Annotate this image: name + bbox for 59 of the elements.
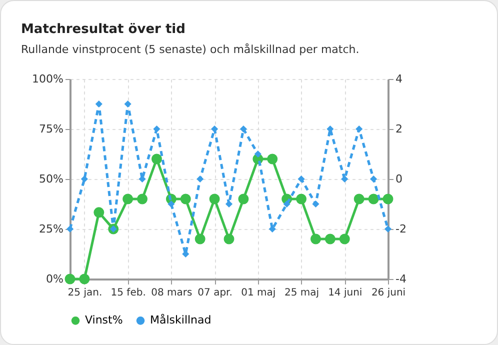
point: [267, 154, 278, 164]
y-tick-label: 100%: [32, 72, 64, 86]
y-tick-label: 50%: [39, 172, 64, 186]
point: [124, 100, 132, 108]
chart-title: Matchresultat över tid: [21, 22, 186, 37]
point: [310, 234, 321, 244]
point: [153, 125, 160, 133]
point: [137, 194, 148, 204]
point: [225, 200, 233, 208]
x-tick-label: 25 jan.: [68, 288, 102, 298]
y2-tick-label: 2: [396, 122, 402, 136]
point: [341, 175, 348, 183]
point: [298, 175, 305, 183]
y-tick-label: 0%: [46, 272, 64, 286]
y2-tick-label: 0: [396, 172, 402, 186]
point: [254, 150, 262, 158]
point: [79, 274, 90, 284]
point: [312, 200, 320, 208]
point: [384, 225, 392, 233]
point: [80, 175, 88, 183]
point: [180, 194, 191, 204]
x-tick-label: 08 mars: [151, 288, 192, 298]
x-tick-label: 01 maj: [241, 288, 276, 298]
point: [354, 194, 364, 204]
x-tick-label: 15 feb.: [110, 288, 146, 298]
point: [240, 125, 247, 133]
point: [368, 194, 379, 204]
legend-label: Målskillnad: [150, 314, 212, 327]
point: [324, 234, 336, 244]
point: [370, 175, 378, 183]
point: [283, 200, 290, 208]
point: [224, 234, 234, 244]
point: [66, 225, 74, 233]
point: [94, 207, 104, 218]
point: [95, 100, 102, 108]
point: [196, 175, 204, 183]
y2-tick-label: -4: [396, 272, 406, 286]
point: [151, 154, 162, 164]
x-tick-label: 07 apr.: [198, 288, 232, 298]
point: [209, 194, 220, 204]
point: [64, 274, 76, 284]
point: [211, 125, 218, 133]
point: [122, 194, 134, 204]
x-tick-label: 26 juni: [371, 288, 406, 298]
y2-tick-label: 4: [396, 72, 402, 86]
point: [238, 194, 249, 204]
x-tick-label: 14 juni: [328, 288, 362, 298]
chart-subtitle: Rullande vinstprocent (5 senaste) och målskillnad per match.: [21, 43, 360, 56]
y-tick-label: 25%: [39, 222, 64, 236]
y2-tick-label: -2: [396, 222, 406, 236]
y-tick-label: 75%: [39, 122, 64, 136]
point: [339, 234, 350, 244]
x-tick-label: 25 maj: [284, 288, 320, 298]
point: [194, 234, 206, 244]
point: [382, 194, 394, 204]
legend-label: Vinst%: [85, 314, 123, 327]
point: [296, 194, 307, 204]
point: [356, 125, 363, 133]
point: [168, 200, 175, 208]
